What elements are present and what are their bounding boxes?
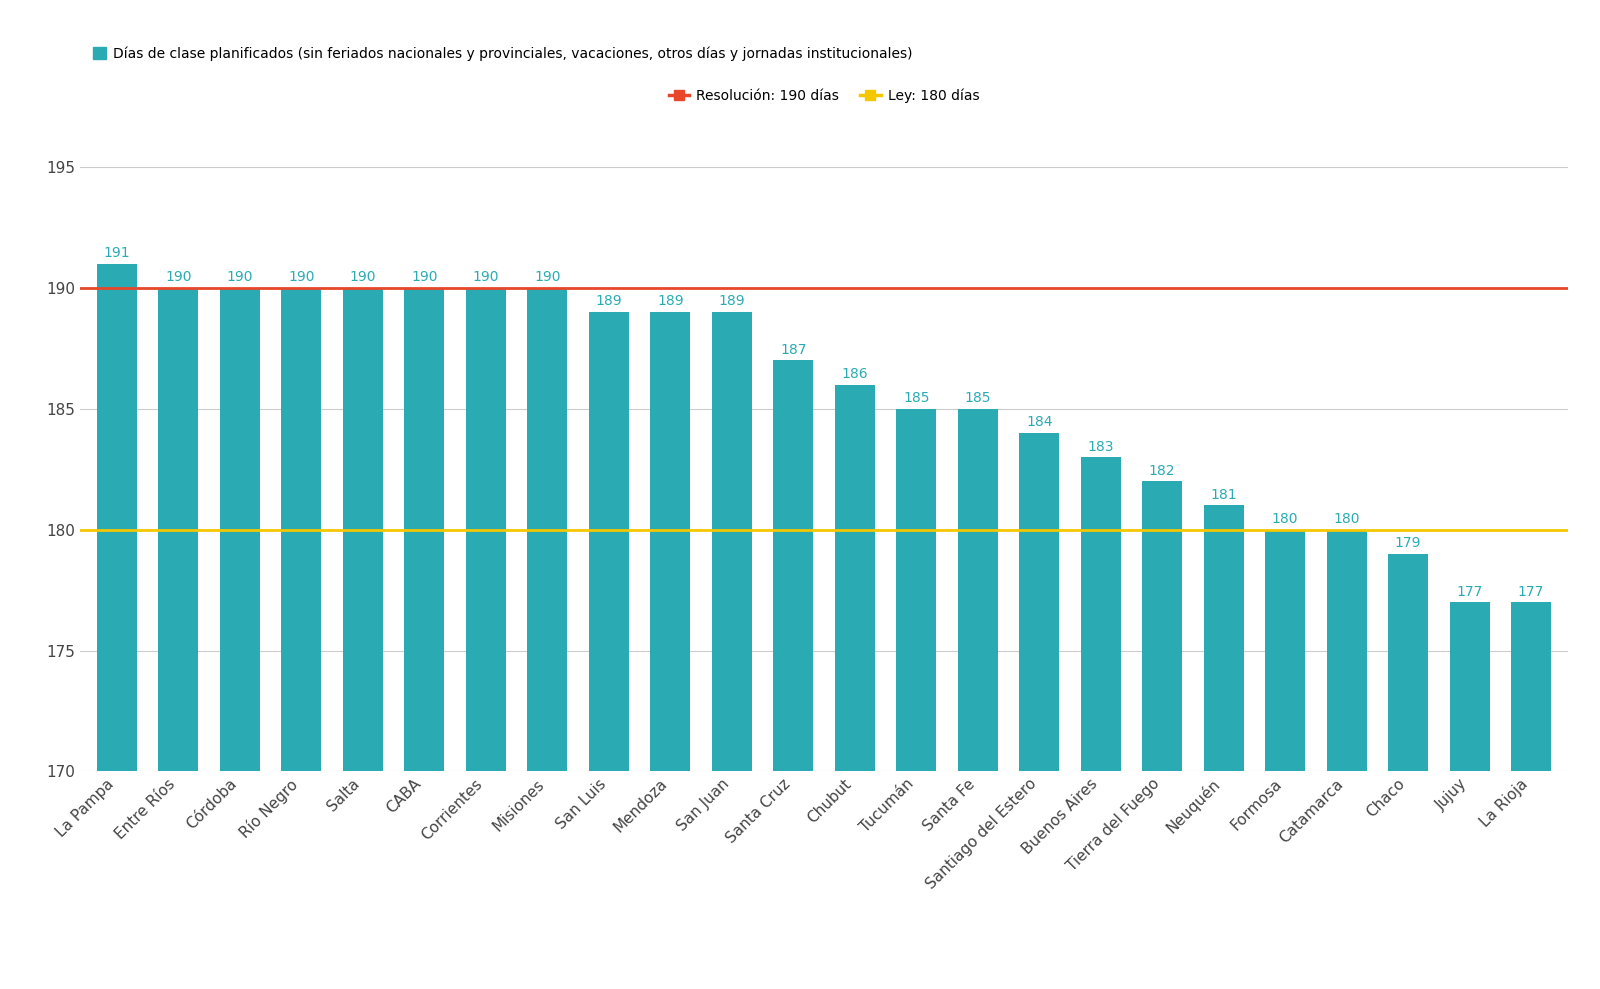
Legend: Resolución: 190 días, Ley: 180 días: Resolución: 190 días, Ley: 180 días bbox=[662, 83, 986, 109]
Text: 186: 186 bbox=[842, 367, 869, 381]
Bar bbox=[466, 288, 506, 771]
Bar bbox=[282, 288, 322, 771]
Text: 189: 189 bbox=[658, 295, 683, 309]
Text: 177: 177 bbox=[1518, 584, 1544, 598]
Text: 190: 190 bbox=[288, 270, 315, 284]
Bar bbox=[405, 288, 445, 771]
Text: 185: 185 bbox=[965, 392, 990, 405]
Text: 190: 190 bbox=[227, 270, 253, 284]
Bar bbox=[158, 288, 198, 771]
Bar bbox=[712, 313, 752, 771]
Bar bbox=[1080, 457, 1120, 771]
Bar bbox=[219, 288, 259, 771]
Text: 189: 189 bbox=[718, 295, 746, 309]
Text: 190: 190 bbox=[349, 270, 376, 284]
Bar bbox=[835, 385, 875, 771]
Bar bbox=[1142, 482, 1182, 771]
Text: 180: 180 bbox=[1333, 512, 1360, 526]
Bar bbox=[589, 313, 629, 771]
Text: 190: 190 bbox=[165, 270, 192, 284]
Bar bbox=[773, 360, 813, 771]
Bar bbox=[650, 313, 690, 771]
Text: 190: 190 bbox=[472, 270, 499, 284]
Bar bbox=[1203, 505, 1243, 771]
Bar bbox=[1266, 530, 1306, 771]
Text: 185: 185 bbox=[902, 392, 930, 405]
Bar bbox=[958, 408, 998, 771]
Text: 179: 179 bbox=[1395, 536, 1421, 550]
Text: 181: 181 bbox=[1210, 488, 1237, 501]
Bar bbox=[1326, 530, 1366, 771]
Text: 190: 190 bbox=[411, 270, 437, 284]
Bar bbox=[1510, 602, 1550, 771]
Text: 177: 177 bbox=[1456, 584, 1483, 598]
Text: 180: 180 bbox=[1272, 512, 1299, 526]
Text: 191: 191 bbox=[104, 246, 130, 260]
Bar bbox=[1389, 554, 1429, 771]
Text: 184: 184 bbox=[1026, 415, 1053, 429]
Text: 182: 182 bbox=[1149, 464, 1176, 478]
Bar bbox=[1019, 433, 1059, 771]
Text: 183: 183 bbox=[1088, 439, 1114, 454]
Text: 190: 190 bbox=[534, 270, 560, 284]
Text: 189: 189 bbox=[595, 295, 622, 309]
Bar bbox=[896, 408, 936, 771]
Bar bbox=[1450, 602, 1490, 771]
Text: 187: 187 bbox=[781, 343, 806, 357]
Bar bbox=[528, 288, 568, 771]
Bar bbox=[98, 264, 138, 771]
Bar bbox=[342, 288, 382, 771]
